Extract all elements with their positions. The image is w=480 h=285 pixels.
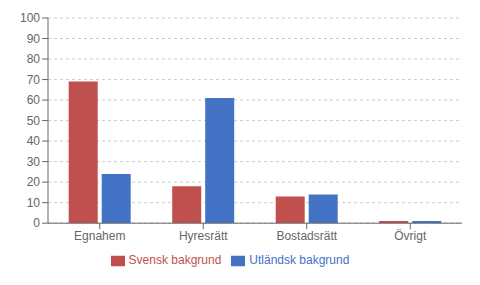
svg-text:0: 0 (33, 216, 40, 230)
html-text:Svensk bakgrund: Svensk bakgrund (128, 253, 222, 268)
svg-text:80: 80 (27, 52, 41, 66)
svg-text:10: 10 (27, 196, 41, 210)
svg-text:90: 90 (27, 32, 41, 46)
html-text:Utländsk bakgrund: Utländsk bakgrund (249, 253, 350, 268)
svg-text:Övrigt: Övrigt (394, 229, 427, 243)
svg-text:60: 60 (27, 93, 41, 107)
svg-text:30: 30 (27, 155, 41, 169)
svg-text:Hyresrätt: Hyresrätt (179, 229, 228, 243)
svg-text:40: 40 (27, 134, 41, 148)
svg-text:50: 50 (27, 114, 41, 128)
svg-text:Bostadsrätt: Bostadsrätt (276, 229, 337, 243)
svg-text:100: 100 (20, 11, 40, 25)
svg-text:20: 20 (27, 175, 41, 189)
svg-text:70: 70 (27, 73, 41, 87)
svg-text:Egnahem: Egnahem (74, 229, 125, 243)
